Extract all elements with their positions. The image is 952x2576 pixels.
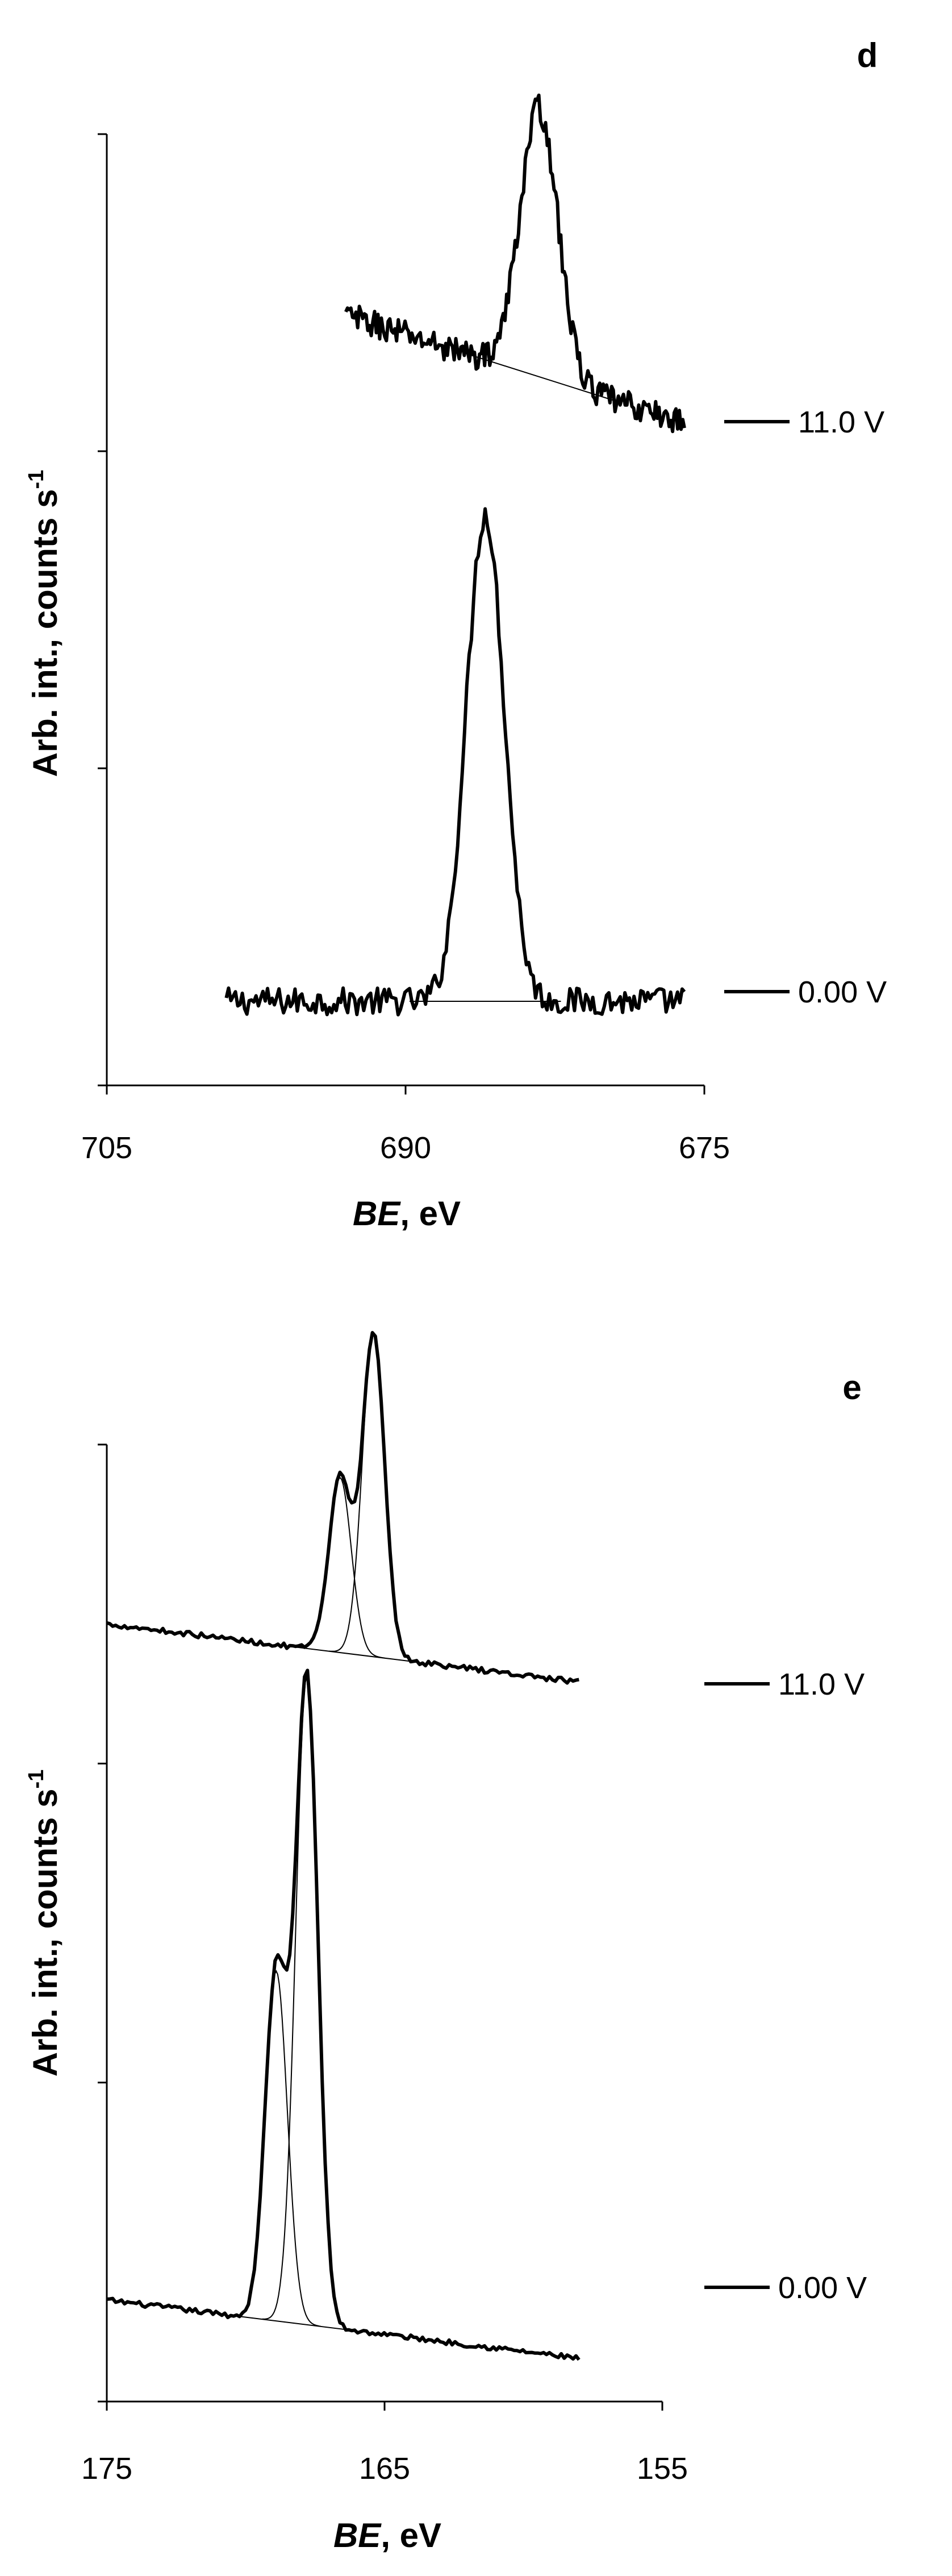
series-line-0-00-V: [224, 507, 686, 1017]
y-axis-title-sup-d: -1: [24, 470, 48, 489]
fit-baseline: [463, 352, 615, 402]
x-tick-label: 675: [679, 1131, 730, 1165]
y-axis-title-d: Arb. int., counts s-1: [24, 470, 64, 777]
fit-component: [329, 1331, 418, 1663]
fit-component: [295, 1476, 385, 1659]
x-axis-title-e: BE, eV: [333, 2516, 441, 2554]
x-ticks-e: 175 165 155: [81, 2402, 688, 2486]
series-line-0-00-V: [106, 1668, 581, 2361]
y-axis-title-text-e: Arb. int., counts s: [26, 1789, 64, 2077]
svg-text:Arb. int., counts s-1: Arb. int., counts s-1: [24, 1770, 64, 2077]
fit-component: [262, 1674, 352, 2331]
panel-e: e Arb. int., counts s-1 175 165 155 0.00 V…: [24, 1331, 867, 2554]
y-axis-title-e: Arb. int., counts s-1: [24, 1770, 64, 2077]
panel-label-d: d: [857, 36, 878, 74]
y-axis-title-text-d: Arb. int., counts s: [26, 489, 64, 777]
panel-label-e: e: [842, 1368, 861, 1406]
series-e: [106, 1331, 581, 2361]
panel-d: d Arb. int., counts s-1 705 690 675 0.00 V…: [24, 36, 887, 1233]
y-axis-title-sup-e: -1: [24, 1770, 48, 1789]
legend-label: 0.00 V: [778, 2271, 867, 2305]
x-tick-label: 705: [81, 1131, 132, 1165]
legend-label: 11.0 V: [778, 1667, 865, 1701]
legend-label: 0.00 V: [798, 975, 887, 1009]
legend-label: 11.0 V: [798, 405, 884, 439]
fit-baseline: [295, 1646, 418, 1663]
fit-baseline: [230, 2315, 353, 2331]
fit-component: [232, 1970, 321, 2327]
x-tick-label: 175: [81, 2452, 132, 2486]
series-d: [224, 93, 686, 1017]
legend-d: 0.00 V 11.0 V: [724, 405, 887, 1009]
x-tick-label: 165: [359, 2452, 410, 2486]
x-tick-label: 155: [637, 2452, 688, 2486]
svg-text:Arb. int., counts s-1: Arb. int., counts s-1: [24, 470, 64, 777]
legend-e: 0.00 V 11.0 V: [704, 1667, 867, 2305]
series-line-11-0-V: [344, 93, 686, 434]
series-line-11-0-V: [106, 1331, 579, 1685]
x-tick-label: 690: [380, 1131, 431, 1165]
x-axis-title-d: BE, eV: [353, 1195, 461, 1233]
x-ticks-d: 705 690 675: [81, 1085, 730, 1165]
